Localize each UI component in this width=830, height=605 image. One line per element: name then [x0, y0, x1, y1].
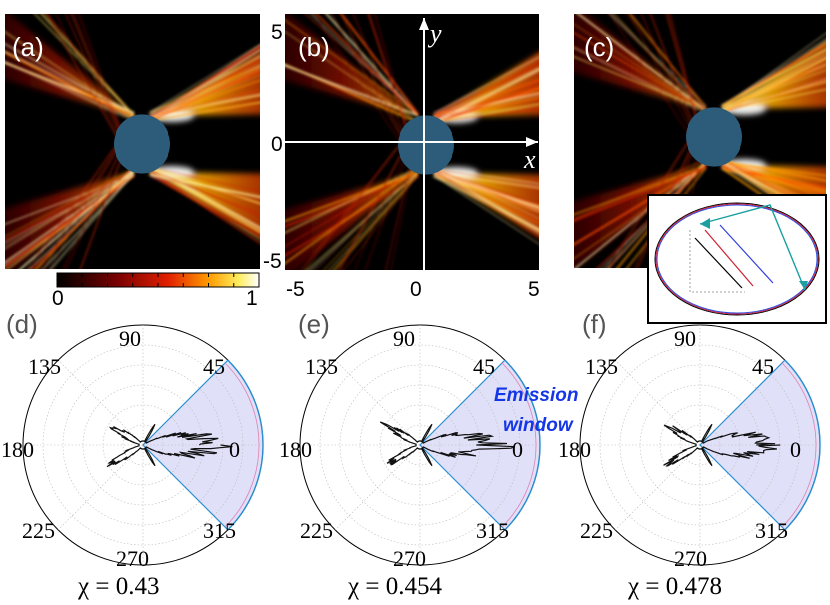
angle-270: 270 — [393, 546, 426, 571]
angle-0: 0 — [512, 437, 523, 462]
colorbar-min-label: 0 — [52, 287, 64, 310]
chi-caption-e: χ = 0.454 — [347, 573, 442, 600]
y-tick-neg5: -5 — [263, 250, 282, 273]
x-axis-label: x — [523, 145, 536, 174]
emission-window-label-line1: Emission — [494, 385, 578, 406]
angle-270: 270 — [674, 546, 707, 571]
chi-caption-d: χ = 0.43 — [77, 573, 159, 600]
angle-225: 225 — [22, 518, 55, 543]
polar-plot-d — [22, 324, 264, 566]
angle-180: 180 — [279, 437, 312, 462]
angle-45: 45 — [473, 354, 495, 379]
panel-label-d: (d) — [6, 309, 38, 339]
x-tick-neg5: -5 — [286, 278, 305, 301]
angle-90: 90 — [119, 326, 141, 351]
far-field-curve — [379, 421, 515, 467]
polar-plot-f — [579, 324, 821, 566]
angle-180: 180 — [558, 437, 591, 462]
angle-90: 90 — [674, 326, 696, 351]
angle-135: 135 — [305, 354, 338, 379]
panel-label-c: (c) — [584, 32, 614, 62]
angle-135: 135 — [585, 354, 618, 379]
angle-0: 0 — [790, 437, 801, 462]
panel-label-a: (a) — [12, 32, 44, 62]
angle-315: 315 — [755, 518, 788, 543]
colorbar: 0 1 — [52, 272, 260, 310]
x-tick-5: 5 — [528, 278, 540, 301]
polar-f-angle-labels: 90 45 135 180 0 225 315 270 — [558, 326, 801, 571]
panel-label-e: (e) — [298, 309, 330, 339]
far-field-curve — [663, 423, 781, 467]
colorbar-max-label: 1 — [246, 287, 258, 310]
angle-225: 225 — [580, 518, 613, 543]
y-tick-0: 0 — [271, 133, 283, 156]
angle-0: 0 — [229, 437, 240, 462]
emission-window-label-line2: window — [503, 415, 574, 436]
angle-135: 135 — [28, 354, 61, 379]
y-axis-label: y — [427, 19, 442, 48]
angle-225: 225 — [300, 518, 333, 543]
angle-315: 315 — [476, 518, 509, 543]
panel-label-f: (f) — [582, 309, 607, 339]
angle-90: 90 — [393, 326, 415, 351]
inset-billiard-diagram — [647, 194, 827, 324]
angle-45: 45 — [752, 354, 774, 379]
angle-45: 45 — [203, 354, 225, 379]
panel-b-axes: y x 5 0 -5 -5 0 5 — [263, 18, 540, 301]
polar-e-angle-labels: 90 45 135 180 0 225 315 270 — [279, 326, 523, 571]
angle-270: 270 — [116, 546, 149, 571]
angle-180: 180 — [1, 437, 34, 462]
polar-d-angle-labels: 90 45 135 180 0 225 315 270 — [1, 326, 240, 571]
x-tick-0: 0 — [410, 278, 422, 301]
polar-plot-e — [299, 324, 541, 566]
far-field-curve — [106, 423, 233, 468]
panel-label-b: (b) — [298, 32, 330, 62]
heatmap-panel-a — [5, 14, 260, 269]
angle-315: 315 — [203, 518, 236, 543]
y-tick-5: 5 — [271, 21, 283, 44]
chi-caption-f: χ = 0.478 — [627, 573, 722, 600]
